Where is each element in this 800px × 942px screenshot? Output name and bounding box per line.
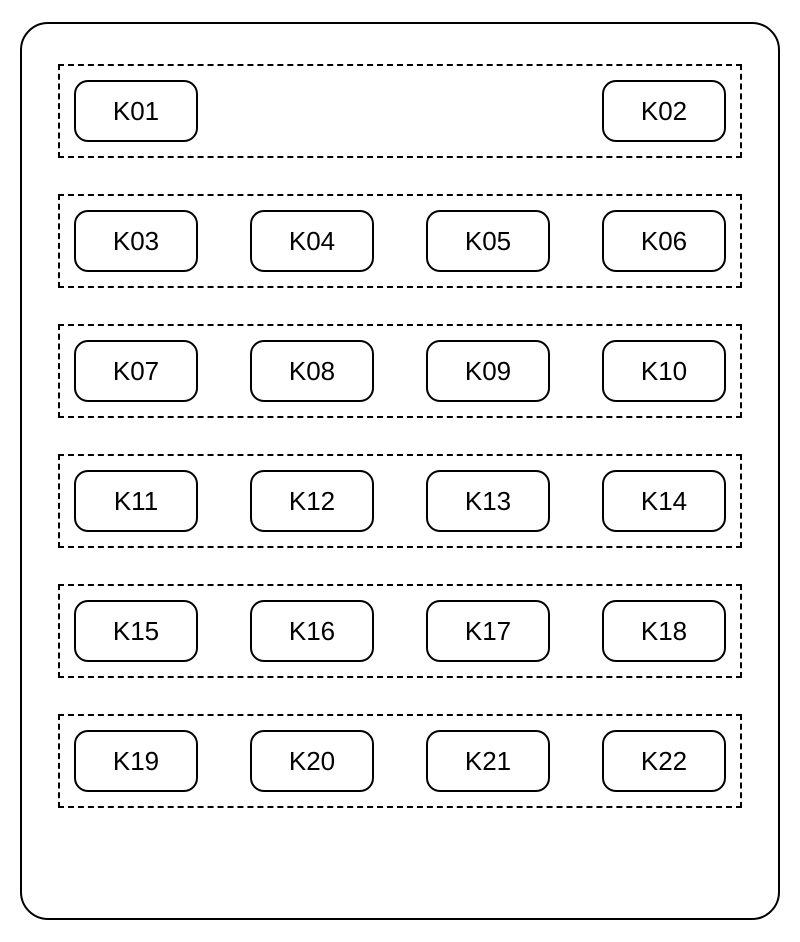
key-k03[interactable]: K03 xyxy=(74,210,198,272)
key-k20[interactable]: K20 xyxy=(250,730,374,792)
key-row-5: K15 K16 K17 K18 xyxy=(58,584,742,678)
key-row-4: K11 K12 K13 K14 xyxy=(58,454,742,548)
key-k05[interactable]: K05 xyxy=(426,210,550,272)
key-k02[interactable]: K02 xyxy=(602,80,726,142)
key-row-3: K07 K08 K09 K10 xyxy=(58,324,742,418)
key-k22[interactable]: K22 xyxy=(602,730,726,792)
key-k13[interactable]: K13 xyxy=(426,470,550,532)
key-k08[interactable]: K08 xyxy=(250,340,374,402)
key-k19[interactable]: K19 xyxy=(74,730,198,792)
key-k14[interactable]: K14 xyxy=(602,470,726,532)
key-row-1: K01 K02 xyxy=(58,64,742,158)
key-k17[interactable]: K17 xyxy=(426,600,550,662)
key-k04[interactable]: K04 xyxy=(250,210,374,272)
key-k09[interactable]: K09 xyxy=(426,340,550,402)
key-k10[interactable]: K10 xyxy=(602,340,726,402)
keypad-panel: K01 K02 K03 K04 K05 K06 K07 K08 K09 K10 … xyxy=(20,22,780,920)
key-row-2: K03 K04 K05 K06 xyxy=(58,194,742,288)
key-k18[interactable]: K18 xyxy=(602,600,726,662)
key-k07[interactable]: K07 xyxy=(74,340,198,402)
key-k01[interactable]: K01 xyxy=(74,80,198,142)
key-k15[interactable]: K15 xyxy=(74,600,198,662)
key-k12[interactable]: K12 xyxy=(250,470,374,532)
key-k21[interactable]: K21 xyxy=(426,730,550,792)
key-row-6: K19 K20 K21 K22 xyxy=(58,714,742,808)
key-k06[interactable]: K06 xyxy=(602,210,726,272)
key-k16[interactable]: K16 xyxy=(250,600,374,662)
key-k11[interactable]: K11 xyxy=(74,470,198,532)
